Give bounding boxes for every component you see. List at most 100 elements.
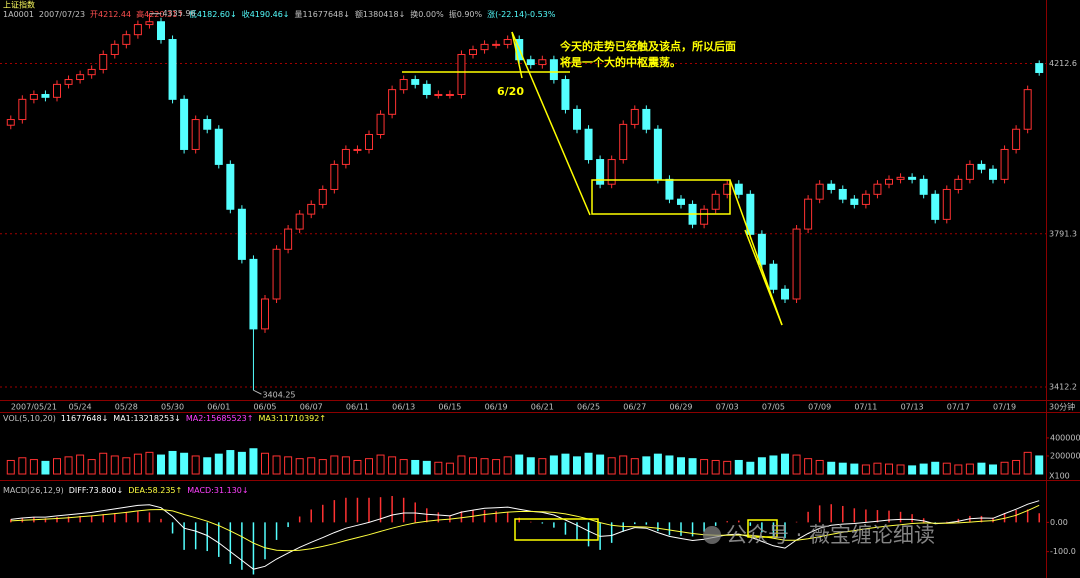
- volume-bar: [1000, 461, 1009, 475]
- candle-body: [769, 263, 778, 290]
- candle-body: [492, 43, 501, 46]
- volume-bar: [919, 463, 928, 475]
- candle-body: [850, 198, 859, 205]
- volume-bar: [237, 451, 246, 475]
- volume-bar: [965, 463, 974, 475]
- candle-body: [110, 43, 119, 55]
- volume-bar: [99, 452, 108, 475]
- volume-bar: [503, 456, 512, 475]
- candle-body: [226, 163, 235, 210]
- x-tick-label: 2007/05/21: [11, 403, 57, 412]
- annotation: 将是一个大的中枢震荡。: [560, 55, 681, 69]
- volume-bar: [341, 456, 350, 475]
- volume-bar: [954, 464, 963, 475]
- candle-body: [561, 79, 570, 110]
- volume-header-item: MA1:13218253↓: [113, 414, 181, 423]
- candle-body: [781, 288, 789, 300]
- candle-body: [815, 183, 824, 200]
- volume-bar: [411, 459, 420, 475]
- volume-bar: [29, 459, 38, 475]
- candle-body: [792, 228, 801, 300]
- candle-body: [445, 93, 454, 96]
- volume-bar: [538, 458, 547, 475]
- volume-header-item: MA2:15685523↑: [186, 414, 254, 423]
- macd-header: MACD(26,12,9) DIFF:73.800↓ DEA:58.235↑ MACD…: [3, 486, 249, 495]
- candle-body: [214, 128, 223, 165]
- x-tick-label: 05/28: [115, 403, 138, 412]
- volume-bar: [1035, 455, 1044, 475]
- candle-body: [341, 148, 350, 165]
- x-tick-label: 06/19: [485, 403, 508, 412]
- x-tick-label: 05/30: [161, 403, 184, 412]
- candle-body: [249, 258, 258, 330]
- marks: 4212.6 3791.3 3412.2 2007/05/21 05/24 05/28 05…: [0, 9, 1080, 575]
- volume-bar: [757, 457, 766, 475]
- candle-body: [353, 148, 362, 151]
- candle-body: [677, 198, 685, 205]
- candle-body: [145, 21, 154, 26]
- volume-bar: [861, 464, 870, 475]
- candle-body: [399, 79, 408, 91]
- candle-body: [977, 163, 986, 170]
- candle-body: [284, 228, 293, 250]
- volume-bar: [630, 458, 639, 475]
- candle-body: [954, 178, 963, 190]
- candle-body: [64, 79, 73, 85]
- volume-bar: [284, 456, 293, 475]
- high-label: 4335.96: [162, 9, 195, 18]
- volume-bar: [1023, 451, 1032, 475]
- candle-body: [908, 176, 917, 180]
- candle-body: [804, 198, 813, 230]
- annotation-date: 6/20: [497, 85, 524, 98]
- candle-body: [838, 188, 847, 200]
- volume-bar: [457, 455, 466, 475]
- volume-bar: [665, 455, 674, 475]
- chart-title: 上证指数: [3, 0, 35, 10]
- candle-body: [607, 159, 616, 185]
- candle-body: [642, 108, 651, 130]
- status-item: 振0.90%: [449, 9, 483, 19]
- status-item: 涨(-22.14)-0.53%: [487, 9, 556, 19]
- watermark: 公众号 · 薇宝缠论细读: [726, 523, 935, 547]
- volume-bar: [6, 459, 15, 475]
- candle-body: [503, 39, 512, 45]
- x-tick-label: 06/13: [392, 403, 415, 412]
- candle-body: [53, 83, 61, 98]
- x-tick-label: 07/13: [901, 403, 924, 412]
- volume-bar: [480, 458, 489, 475]
- x-tick-label: 06/29: [669, 403, 692, 412]
- volume-bar: [804, 458, 813, 475]
- volume-bar: [700, 459, 709, 475]
- volume-bar: [53, 458, 61, 475]
- volume-bar: [596, 454, 605, 475]
- candle-body: [931, 193, 940, 220]
- volume-bar: [191, 455, 200, 475]
- volume-bar: [122, 457, 131, 475]
- candle-body: [665, 178, 674, 200]
- volume-bar: [734, 459, 743, 475]
- volume-bar: [87, 459, 96, 475]
- annotation-shapes: [402, 31, 783, 544]
- volume-bar: [769, 455, 778, 475]
- x-tick-label: 07/17: [947, 403, 970, 412]
- volume-bar: [64, 456, 73, 475]
- x-tick-label: 06/27: [623, 403, 646, 412]
- candle-body: [861, 193, 870, 205]
- volume-bar: [180, 452, 189, 475]
- volume-bar: [781, 453, 789, 475]
- candle-body: [896, 176, 905, 180]
- volume-header-item: MA3:11710392↑: [258, 414, 326, 423]
- candle-body: [272, 248, 281, 300]
- status-item: 额1380418↓: [355, 9, 405, 19]
- x-tick-label: 07/03: [716, 403, 739, 412]
- volume-bar: [977, 462, 986, 475]
- volume-bar: [549, 455, 558, 475]
- volume-bar: [642, 456, 651, 475]
- volume-bar: [168, 450, 177, 475]
- volume-header: VOL(5,10,20) 11677648↓ MA1:13218253↓ MA2:15…: [3, 414, 326, 423]
- volume-bar: [885, 463, 893, 475]
- candle-body: [422, 83, 431, 95]
- volume-bar: [792, 454, 801, 475]
- volume-bar: [399, 459, 408, 475]
